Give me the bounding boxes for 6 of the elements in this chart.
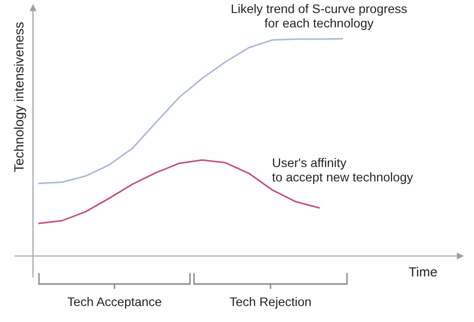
text: Tech Rejection <box>230 297 311 309</box>
text: Tech Acceptance <box>68 297 162 309</box>
y-axis-title: Technology intensiveness <box>14 22 26 172</box>
series-label: User's affinity to accept new technology <box>272 158 414 184</box>
series-label: Likely trend of S-curve progress for each technology <box>232 4 407 30</box>
x-axis-title: Time <box>408 266 437 277</box>
